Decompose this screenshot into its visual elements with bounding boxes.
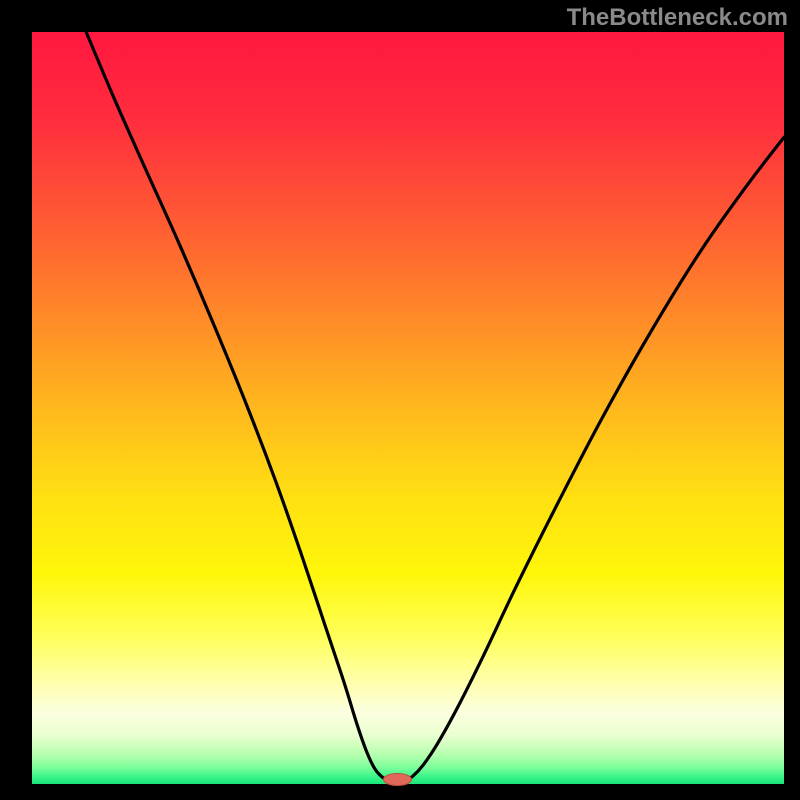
chart-svg [0,0,800,800]
plot-background [32,32,784,784]
watermark-text: TheBottleneck.com [567,4,788,32]
apex-marker [383,773,411,785]
stage: TheBottleneck.com [0,0,800,800]
